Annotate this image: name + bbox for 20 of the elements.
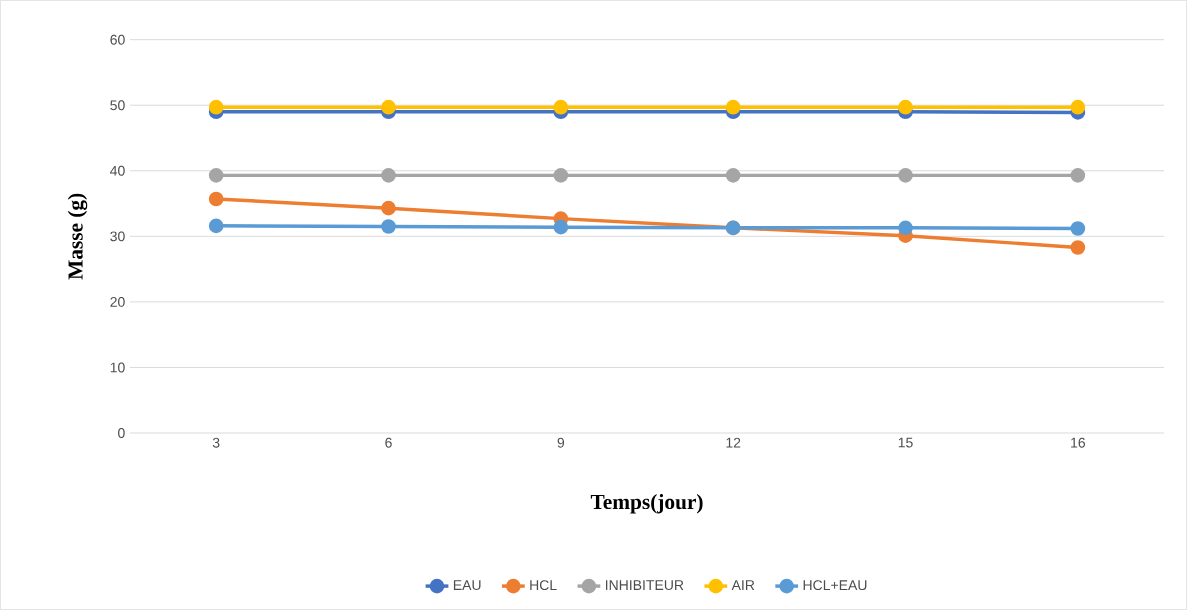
legend-label: AIR — [731, 580, 755, 590]
legend-label: HCL — [530, 580, 557, 591]
y-tick-label: 10 — [110, 362, 125, 373]
x-tick-label: 16 — [1071, 437, 1086, 448]
y-tick-label: 40 — [110, 165, 125, 176]
y-tick-label: 30 — [110, 231, 125, 242]
y-tick-label: 60 — [110, 34, 125, 45]
x-tick-label: 9 — [557, 437, 565, 448]
x-tick-label: 12 — [726, 437, 741, 448]
legend-label: EAU — [453, 580, 481, 591]
x-tick-label: 3 — [212, 437, 220, 448]
y-tick-label: 50 — [110, 100, 125, 111]
x-axis-title: Temps(jour) — [590, 494, 703, 514]
legend-label: HCL+EAU — [803, 580, 867, 591]
y-tick-label: 20 — [110, 296, 125, 307]
y-axis-title: Masse (g) — [67, 193, 88, 280]
legend-label: INHIBITEUR — [605, 580, 684, 591]
x-tick-label: 15 — [898, 437, 913, 448]
x-tick-label: 6 — [385, 437, 392, 448]
y-tick-label: 0 — [118, 428, 125, 438]
